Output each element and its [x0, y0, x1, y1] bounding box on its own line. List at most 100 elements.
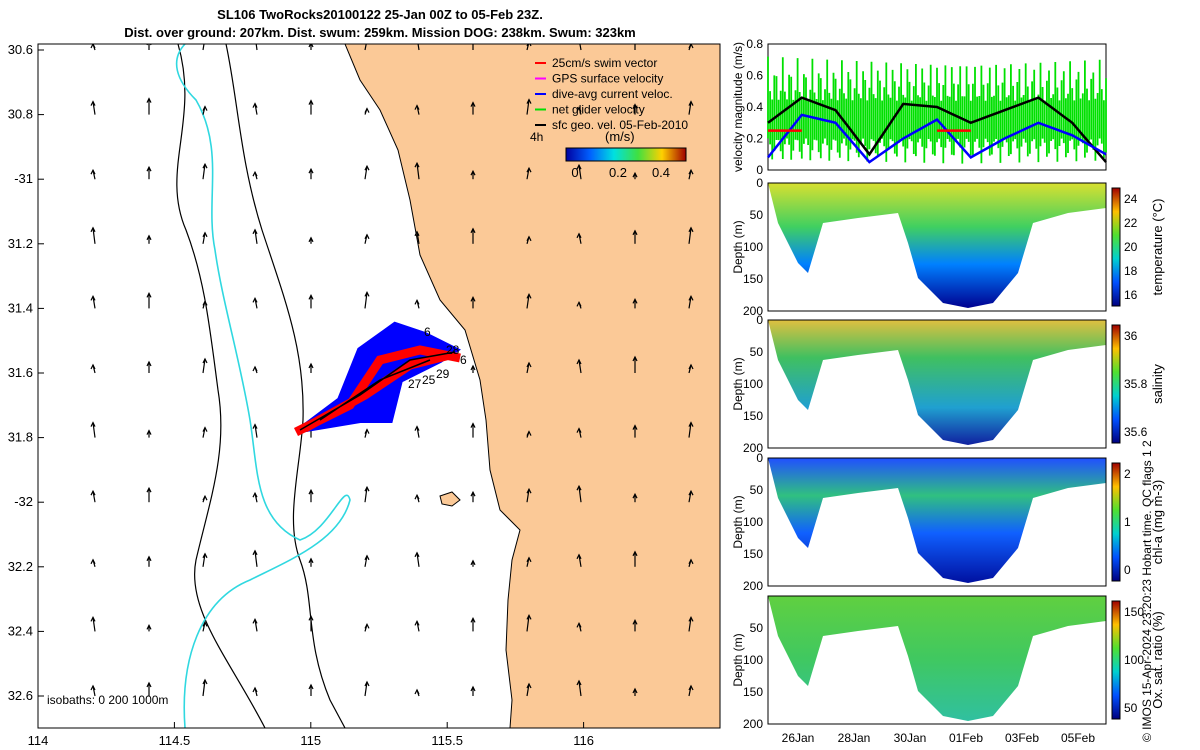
sfc-vector [526, 99, 530, 115]
depth-tick: 200 [743, 717, 763, 731]
glider-track [293, 321, 461, 437]
track-line [299, 351, 456, 431]
date-tick: 28Jan [838, 731, 871, 745]
colorbar-tick: 0 [571, 165, 578, 180]
net-glider-velocity-band [767, 56, 1107, 164]
colorbar-label: temperature (°C) [1150, 199, 1165, 296]
sfc-vector [202, 358, 206, 374]
velocity-y-tick: 0.4 [746, 100, 763, 114]
map-y-tick: 32.6 [8, 688, 33, 703]
depth-tick: 150 [743, 547, 763, 561]
colorbar-tick: 50 [1124, 701, 1138, 715]
colorbar-tick: 1 [1124, 515, 1131, 529]
sfc-vector [254, 424, 258, 438]
depth-tick: 0 [756, 451, 763, 465]
colorbar-tick: 22 [1124, 216, 1138, 230]
legend-label: dive-avg current veloc. [552, 87, 673, 101]
section-panel: 0 50 100 150 200 Depth (m) 36 35.8 35.6 salinity [731, 313, 1165, 455]
sfc-vector [254, 229, 258, 244]
colorbar-tick: 35.8 [1124, 377, 1148, 391]
velocity-series-line [767, 96, 1107, 163]
sfc-vector [364, 487, 368, 503]
colorbar-tick: 0 [1124, 563, 1131, 577]
map-y-tick: 31.6 [8, 365, 33, 380]
sfc-vector [578, 680, 582, 697]
depth-tick: 150 [743, 272, 763, 286]
velocity-ylabel: velocity magnitude (m/s) [731, 42, 745, 172]
sfc-vector [526, 489, 530, 503]
section-colorbar [1111, 600, 1121, 720]
date-tick: 30Jan [894, 731, 927, 745]
velocity-y-tick: 0.6 [746, 69, 763, 83]
sfc-vector [416, 552, 420, 567]
sfc-vector [526, 615, 530, 632]
sfc-vector [526, 44, 530, 51]
depth-tick: 150 [743, 409, 763, 423]
colorbar-label: chl-a (mg m-3) [1150, 480, 1165, 565]
sfc-vector [254, 550, 258, 567]
depth-tick: 100 [743, 377, 763, 391]
track-day-label: 29 [436, 367, 450, 381]
legend-label: net glider velocity [552, 103, 645, 117]
sfc-vector [255, 44, 258, 51]
depth-tick: 100 [743, 515, 763, 529]
sfc-vector [202, 553, 206, 567]
colorbar-title: (m/s) [605, 129, 635, 144]
colorbar-tick: 0.2 [609, 165, 627, 180]
depth-tick: 200 [743, 441, 763, 455]
map-y-tick: 32.4 [8, 623, 33, 638]
section-colorbar [1111, 187, 1121, 307]
legend-label: sfc geo. vel. 05-Feb-2010 [552, 118, 688, 132]
map-x-tick: 115.5 [431, 733, 463, 748]
map-x-tick: 115 [300, 733, 321, 748]
sfc-vector [688, 422, 692, 438]
depth-ylabel: Depth (m) [731, 220, 745, 273]
colorbar-tick: 150 [1124, 605, 1144, 619]
colorbar-label: Ox. sat. ratio (%) [1150, 611, 1165, 709]
depth-ylabel: Depth (m) [731, 357, 745, 410]
legend-4h-label: 4h [530, 130, 543, 144]
colorbar-tick: 24 [1124, 192, 1138, 206]
land-mass [344, 44, 720, 728]
sfc-vector [202, 164, 206, 180]
map-x-tick: 114.5 [159, 733, 191, 748]
sfc-vector [364, 44, 367, 51]
date-tick: 01Feb [949, 731, 983, 745]
colorbar-tick: 36 [1124, 329, 1138, 343]
date-tick: 26Jan [782, 731, 815, 745]
depth-tick: 50 [750, 208, 764, 222]
section-data-fill [768, 458, 1106, 583]
depth-tick: 200 [743, 304, 763, 318]
velocity-y-tick: 0.8 [746, 37, 763, 51]
depth-tick: 50 [750, 483, 764, 497]
isobath-label: isobaths: 0 200 1000m [47, 693, 168, 707]
track-day-label: 6 [460, 353, 467, 367]
map-y-tick: 31.2 [8, 236, 33, 251]
track-day-label: 25 [422, 373, 436, 387]
depth-tick: 100 [743, 240, 763, 254]
colorbar-tick: 20 [1124, 240, 1138, 254]
sfc-vector [92, 617, 96, 632]
track-day-label: 27 [408, 377, 422, 391]
chart-subtitle: Dist. over ground: 207km. Dist. swum: 25… [124, 25, 636, 40]
sfc-vector [92, 227, 96, 244]
map-y-tick: -32 [14, 494, 33, 509]
sfc-geo-velocity-vectors [90, 44, 694, 697]
sfc-vector [92, 101, 96, 115]
track-day-label: 28 [446, 343, 460, 357]
date-tick: 03Feb [1005, 731, 1039, 745]
sfc-vector [688, 101, 692, 115]
colorbar-tick: 35.6 [1124, 425, 1148, 439]
section-panel: 0 50 100 150 200 Depth (m) 24 22 20 18 16 temperatu… [731, 176, 1165, 318]
sfc-vector [202, 44, 205, 51]
colorbar-tick: 18 [1124, 264, 1138, 278]
map-y-tick: 31.8 [8, 430, 33, 445]
section-panel: 0 50 100 150 200 Depth (m) 2 1 0 chl-a (mg m-3) [731, 451, 1165, 593]
date-tick: 05Feb [1061, 731, 1095, 745]
depth-tick: 150 [743, 685, 763, 699]
chart-title: SL106 TwoRocks20100122 25-Jan 00Z to 05-… [217, 7, 543, 22]
